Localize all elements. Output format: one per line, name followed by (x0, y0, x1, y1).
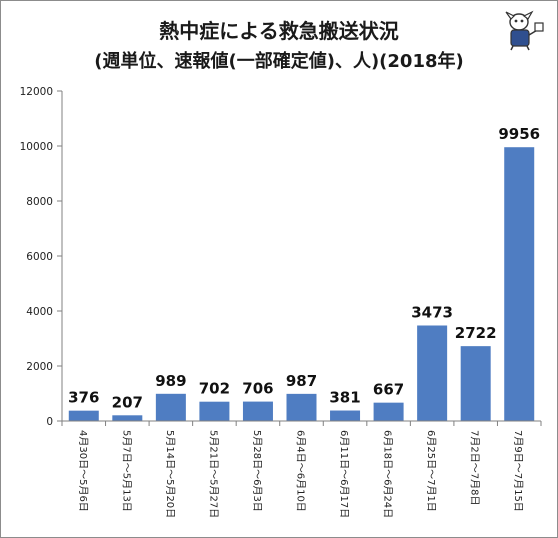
value-label: 9956 (498, 125, 540, 143)
y-tick-label: 4000 (26, 306, 53, 318)
value-label: 376 (68, 389, 99, 407)
value-label: 207 (112, 393, 143, 411)
bar (155, 393, 186, 421)
value-label: 989 (155, 372, 186, 390)
value-label: 987 (286, 372, 317, 390)
value-label: 2722 (455, 324, 497, 342)
bar (242, 401, 273, 421)
value-label: 706 (242, 380, 273, 398)
bar (373, 402, 404, 421)
category-label: 6月25日〜7月1日 (425, 430, 437, 512)
value-label: 3473 (411, 303, 453, 321)
jiji-mascot-logo (505, 10, 544, 51)
y-tick-label: 12000 (20, 86, 53, 98)
bar (417, 325, 448, 421)
category-label: 5月14日〜5月20日 (164, 430, 176, 518)
value-label: 667 (373, 381, 404, 399)
y-tick-label: 2000 (26, 361, 53, 373)
category-label: 4月30日〜5月6日 (77, 430, 89, 512)
bar (504, 147, 535, 421)
bar (68, 410, 99, 421)
y-tick-label: 10000 (20, 141, 53, 153)
value-label: 381 (329, 389, 360, 407)
bar (199, 401, 230, 421)
category-label: 6月4日〜6月10日 (295, 430, 307, 512)
category-label: 6月11日〜6月17日 (338, 430, 350, 518)
category-label: 7月2日〜7月8日 (469, 430, 481, 505)
bar (330, 410, 361, 421)
category-label: 6月18日〜6月24日 (382, 430, 394, 518)
bar (460, 346, 491, 421)
value-label: 702 (199, 380, 230, 398)
category-label: 5月7日〜5月13日 (120, 430, 132, 512)
chart-subtitle: (週単位、速報値(一部確定値)、人)(2018年) (94, 51, 464, 72)
category-label: 5月21日〜5月27日 (207, 430, 219, 518)
category-label: 5月28日〜6月3日 (251, 430, 263, 512)
bar (112, 415, 143, 421)
chart-title: 熱中症による救急搬送状況 (159, 19, 399, 43)
y-tick-label: 0 (46, 416, 53, 428)
category-label: 7月9日〜7月15日 (512, 430, 524, 512)
bar (286, 393, 317, 421)
y-tick-label: 6000 (26, 251, 53, 263)
y-tick-label: 8000 (26, 196, 53, 208)
